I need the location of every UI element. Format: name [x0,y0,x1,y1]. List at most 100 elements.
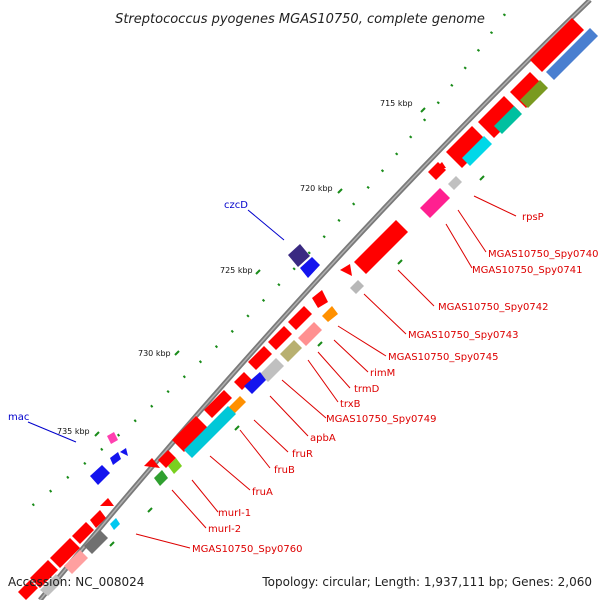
category-block [420,188,450,218]
category-block [462,136,492,166]
gene-forward-arrow [120,448,128,456]
cds-apbA [234,372,252,390]
gene-forward [300,257,320,278]
tick-arc-outer [19,13,507,516]
gene-label[interactable]: fruB [274,465,295,476]
leader-fruR [253,419,289,453]
category-block [448,176,462,190]
cds-rimM [312,290,328,308]
category-block [350,280,364,294]
gene-label[interactable]: fruR [292,449,313,460]
inner-tick-marks [109,90,533,547]
cds-arrow [72,522,94,544]
category-block [84,530,108,554]
gene-label[interactable]: murI-1 [218,508,251,519]
map-title: Streptococcus pyogenes MGAS10750, comple… [115,12,485,27]
cds-small [100,498,114,506]
leader-Spy0741 [445,223,473,269]
cds-arrow [90,510,106,528]
leader-fruB [239,429,271,469]
gene-label[interactable]: trxB [340,399,361,410]
category-block [298,322,322,346]
tick [234,425,240,431]
category-block [322,306,338,322]
tick [109,541,115,547]
kbp-label-735: 735 kbp [57,427,90,436]
cds-Spy0749 [248,346,272,370]
gene-label[interactable]: trmD [354,384,380,395]
kbp-tick-labels: 715 kbp 720 kbp 725 kbp 730 kbp 735 kbp [57,99,413,436]
cds-arrow [18,580,38,600]
category-block [280,340,302,362]
cds-arrow [446,126,488,168]
gene-label[interactable]: MGAS10750_Spy0749 [326,414,436,425]
major-tick [420,107,426,113]
leader-Spy0742 [397,269,435,307]
summary-text: Topology: circular; Length: 1,937,111 bp… [261,575,592,589]
gene-label[interactable]: czcD [224,200,248,211]
category-block [520,80,548,108]
category-block [494,106,522,134]
category-block [110,518,120,530]
genome-backbone-highlight [39,0,591,600]
gene-label[interactable]: murI-2 [208,524,241,535]
cds-trxB [268,326,292,350]
category-block [40,574,62,596]
gene-label[interactable]: apbA [310,433,336,444]
leader-Spy0749 [281,379,327,419]
gene-label[interactable]: MGAS10750_Spy0742 [438,302,548,313]
cds-arrow-head [340,264,352,276]
gene-label[interactable]: MGAS10750_Spy0741 [472,265,582,276]
reverse-strand-cds [18,18,584,600]
cds-small [436,162,446,168]
reverse-strand-categories [40,28,598,596]
cds-fruR [204,390,232,418]
gene-czcD [288,244,310,267]
cds-fruB [172,416,208,452]
category-block [168,458,182,474]
gene-label[interactable]: rpsP [522,212,544,223]
cds-arrow [530,18,584,72]
leader-czcD [247,209,285,241]
leader-mac [27,421,77,443]
leader-rpsP [473,195,517,217]
category-block [546,28,598,80]
gene-label[interactable]: MGAS10750_Spy0740 [488,249,598,260]
kbp-label-715: 715 kbp [380,99,413,108]
leader-trmD [317,351,351,389]
gene-label[interactable]: MGAS10750_Spy0745 [388,352,498,363]
leader-murI-1 [191,479,219,513]
gene-forward-small [110,452,121,465]
tick [397,259,403,265]
category-block [154,470,168,486]
tick [479,175,485,181]
gene-label[interactable]: mac [8,412,29,423]
blue-leader-lines [27,209,285,443]
gene-label[interactable]: MGAS10750_Spy0760 [192,544,302,555]
leader-Spy0740 [457,209,487,253]
cds-arrow [50,538,80,568]
leader-Spy0745 [337,325,387,357]
tick [317,341,323,347]
cds-trmD [288,306,312,330]
gene-label[interactable]: rimM [370,368,395,379]
category-block [184,406,236,458]
kbp-label-730: 730 kbp [138,349,171,358]
major-tick [94,431,100,437]
leader-fruA [209,455,251,491]
gene-labels-reverse: rpsP MGAS10750_Spy0740 MGAS10750_Spy0741… [192,212,598,555]
tick [147,507,153,513]
major-tick [255,269,261,275]
cds-arrow [478,96,520,138]
accession-text: Accession: NC_008024 [8,575,144,589]
gene-label[interactable]: MGAS10750_Spy0743 [408,330,518,341]
kbp-label-720: 720 kbp [300,184,333,193]
forward-strand-genes [90,244,320,485]
major-tick [337,188,343,194]
leader-apbA [269,395,309,437]
gene-label[interactable]: fruA [252,487,273,498]
leader-murI-2 [171,489,207,529]
leader-rimM [333,339,369,373]
cds-arrow [510,72,546,108]
